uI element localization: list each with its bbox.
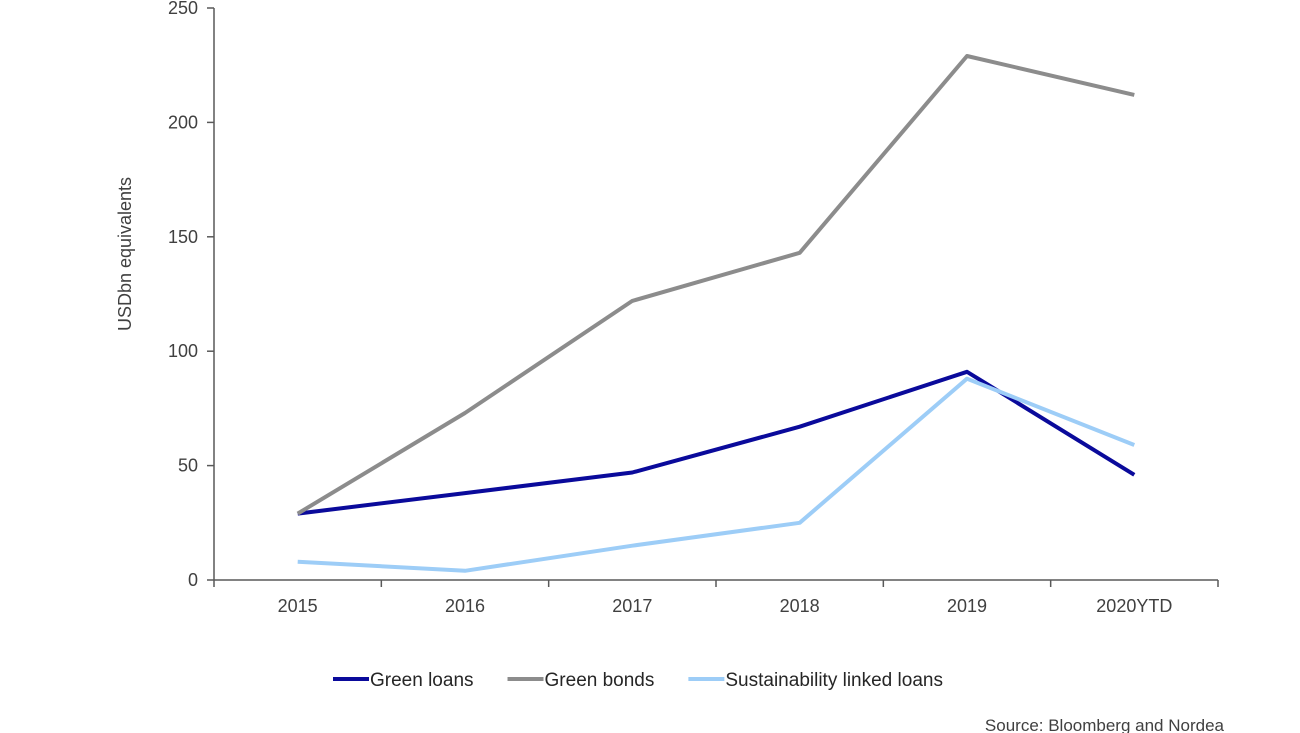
legend-item-green-bonds: Green bonds bbox=[507, 670, 655, 691]
legend-label: Sustainability linked loans bbox=[725, 670, 943, 691]
y-axis-title: USDbn equivalents bbox=[115, 177, 135, 331]
x-tick-label: 2019 bbox=[947, 596, 987, 616]
y-tick-label: 50 bbox=[178, 456, 198, 476]
x-tick-label: 2020YTD bbox=[1096, 596, 1172, 616]
y-tick-label: 200 bbox=[168, 112, 198, 132]
x-tick-label: 2015 bbox=[278, 596, 318, 616]
y-tick-label: 0 bbox=[188, 570, 198, 590]
series-line-sustainability-linked-loans bbox=[297, 376, 1136, 573]
series-line-green-bonds bbox=[296, 54, 1135, 516]
x-axis: 2015 2016 2017 2018 2019 2020YTD bbox=[213, 579, 1219, 616]
y-tick-label: 150 bbox=[168, 227, 198, 247]
legend-item-sustainability-linked-loans: Sustainability linked loans bbox=[688, 670, 943, 691]
x-tick-label: 2018 bbox=[780, 596, 820, 616]
legend-label: Green bonds bbox=[545, 670, 655, 691]
y-tick-label: 100 bbox=[168, 341, 198, 361]
legend-label: Green loans bbox=[370, 670, 474, 691]
series-lines bbox=[296, 54, 1136, 573]
legend: Green loans Green bonds Sustainability lin… bbox=[333, 670, 943, 691]
legend-item-green-loans: Green loans bbox=[333, 670, 474, 691]
y-tick-label: 250 bbox=[168, 0, 198, 18]
x-tick-label: 2016 bbox=[445, 596, 485, 616]
series-line-green-loans bbox=[297, 369, 1136, 516]
y-axis: 0 50 100 150 200 250 bbox=[168, 0, 215, 590]
source-note: Source: Bloomberg and Nordea bbox=[985, 716, 1225, 733]
x-tick-label: 2017 bbox=[612, 596, 652, 616]
